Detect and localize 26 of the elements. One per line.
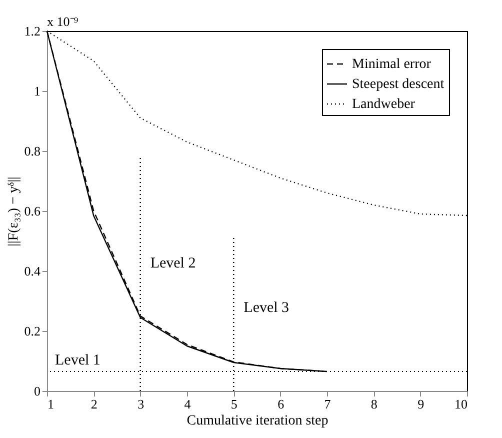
x-tick-label: 2 (90, 396, 98, 412)
legend-label: Landweber (352, 97, 416, 112)
x-tick-label: 9 (418, 396, 424, 412)
y-tick-label: 0.8 (24, 144, 40, 158)
y-tick-label: 1.2 (24, 24, 40, 38)
y-tick-label: 0 (34, 384, 40, 398)
legend-label: Steepest descent (352, 77, 444, 92)
annotation: Level 2 (150, 255, 196, 272)
y-tick-label: 0.2 (24, 324, 40, 338)
text: x 10⁻⁹ (47, 14, 79, 29)
legend-label: Minimal error (352, 57, 432, 72)
y-tick-label: 1 (34, 84, 40, 98)
y-axis-title: ||F(ε₃₃) − yᵟ|| (6, 176, 22, 246)
x-tick-label: 5 (230, 396, 238, 412)
annotation: Level 3 (244, 300, 290, 316)
x-tick-label: 1 (48, 396, 54, 412)
y-tick-label: 0.6 (24, 204, 41, 218)
x-axis-title: Cumulative iteration step (186, 414, 328, 428)
y-tick-label: 0.4 (24, 264, 41, 278)
x-tick-label: 4 (184, 396, 192, 412)
x-tick-label: 10 (454, 396, 468, 412)
x-tick-label: 8 (370, 396, 378, 412)
x-tick-label: 6 (278, 396, 285, 412)
ref-line-label: Level 1 (55, 352, 100, 368)
x-tick-label: 3 (138, 396, 144, 412)
x-tick-label: 7 (324, 396, 332, 412)
